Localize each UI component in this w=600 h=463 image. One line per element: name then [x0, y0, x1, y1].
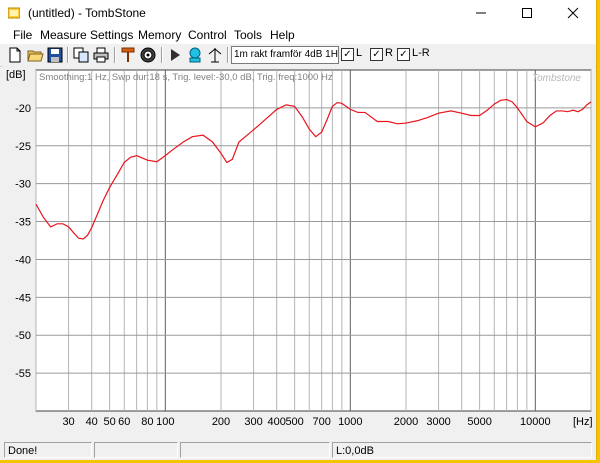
x-tick-label: 2000	[394, 416, 418, 428]
channel-lr-label: L-R	[412, 47, 430, 59]
channel-lr-checkbox[interactable]: ✓	[397, 48, 410, 61]
maximize-icon	[522, 8, 532, 18]
level-readout: L:0,0dB	[332, 442, 592, 458]
x-tick-label: 60	[118, 416, 130, 428]
tombstone-app-icon	[8, 7, 20, 19]
x-tick-label: 30	[62, 416, 74, 428]
x-tick-label: 80	[141, 416, 153, 428]
toolbar-separator	[227, 47, 229, 63]
menu-help[interactable]: Help	[270, 28, 295, 42]
status-bar: Done! L:0,0dB	[0, 440, 596, 460]
speaker-icon[interactable]	[139, 46, 157, 64]
status-message: Done!	[4, 442, 92, 458]
toolbar-separator	[161, 47, 163, 63]
checkmark-icon: ✓	[372, 49, 381, 60]
checkmark-icon: ✓	[399, 49, 408, 60]
maximize-button[interactable]	[504, 0, 550, 26]
x-tick-label: 50	[103, 416, 115, 428]
x-tick-label: 200	[212, 416, 230, 428]
channel-r-checkbox[interactable]: ✓	[370, 48, 383, 61]
y-tick-label: -55	[15, 368, 31, 380]
x-tick-label: 500	[285, 416, 303, 428]
window-title: (untitled) - TombStone	[28, 6, 146, 20]
play-icon[interactable]	[166, 46, 184, 64]
menu-tools[interactable]: Tools	[234, 28, 263, 42]
print-icon[interactable]	[92, 46, 110, 64]
measure-head-icon[interactable]	[186, 46, 204, 64]
x-tick-label: 40	[86, 416, 98, 428]
measurement-info: Smoothing:1 Hz, Swp dur:18 s, Trig. leve…	[39, 72, 333, 83]
y-tick-label: -35	[15, 217, 31, 229]
checkmark-icon: ✓	[343, 49, 352, 60]
y-tick-label: -20	[15, 103, 31, 115]
channel-l-checkbox[interactable]: ✓	[341, 48, 354, 61]
channel-l-label: L	[356, 47, 363, 59]
frequency-response-plot[interactable]: -20 -25 -30 -35 -40 -45 -50 -55 30 40 50 60 80 100 200…	[3, 66, 595, 438]
menu-bar: File Measure Settings Memory Control Too…	[0, 26, 596, 44]
y-tick-label: -25	[15, 141, 31, 153]
menu-settings[interactable]: Settings	[90, 28, 134, 42]
antenna-icon[interactable]	[206, 46, 224, 64]
x-tick-label: 700	[312, 416, 330, 428]
preset-selector[interactable]: 1m rakt framför 4dB 1Hz	[231, 46, 339, 64]
y-unit-label: [dB]	[6, 69, 26, 81]
x-tick-label: 10000	[520, 416, 551, 428]
x-tick-label: 1000	[338, 416, 362, 428]
toolbar-separator	[114, 47, 116, 63]
copy-icon[interactable]	[72, 46, 90, 64]
menu-control[interactable]: Control	[188, 28, 227, 42]
close-button[interactable]	[550, 0, 596, 26]
chart-svg: -20 -25 -30 -35 -40 -45 -50 -55 30 40 50 60 80 100 200…	[6, 69, 593, 428]
response-curve	[35, 98, 592, 240]
toolbar: 1m rakt framför 4dB 1Hz ✓ L ✓ R ✓ L-R	[0, 44, 596, 67]
watermark: Tombstone	[532, 73, 582, 84]
x-tick-label: 5000	[467, 416, 491, 428]
x-tick-label: 400	[268, 416, 286, 428]
minimize-button[interactable]	[458, 0, 504, 26]
save-icon[interactable]	[46, 46, 64, 64]
status-panel-empty	[180, 442, 330, 458]
y-tick-label: -50	[15, 330, 31, 342]
open-folder-icon[interactable]	[26, 46, 44, 64]
close-icon	[567, 7, 579, 19]
minimize-icon	[476, 12, 486, 14]
channel-r-label: R	[385, 47, 393, 59]
x-unit-label: [Hz]	[573, 416, 593, 428]
plot-area	[35, 69, 592, 412]
menu-file[interactable]: File	[13, 28, 33, 42]
y-tick-label: -45	[15, 292, 31, 304]
microphone-icon[interactable]	[119, 46, 137, 64]
x-tick-label: 300	[244, 416, 262, 428]
menu-measure[interactable]: Measure	[40, 28, 87, 42]
new-file-icon[interactable]	[6, 46, 24, 64]
y-tick-label: -40	[15, 254, 31, 266]
y-tick-label: -30	[15, 179, 31, 191]
toolbar-separator	[67, 47, 69, 63]
status-panel-empty	[94, 442, 178, 458]
x-tick-label: 100	[156, 416, 174, 428]
title-bar: (untitled) - TombStone	[0, 0, 596, 26]
menu-memory[interactable]: Memory	[138, 28, 182, 42]
x-tick-label: 3000	[426, 416, 450, 428]
